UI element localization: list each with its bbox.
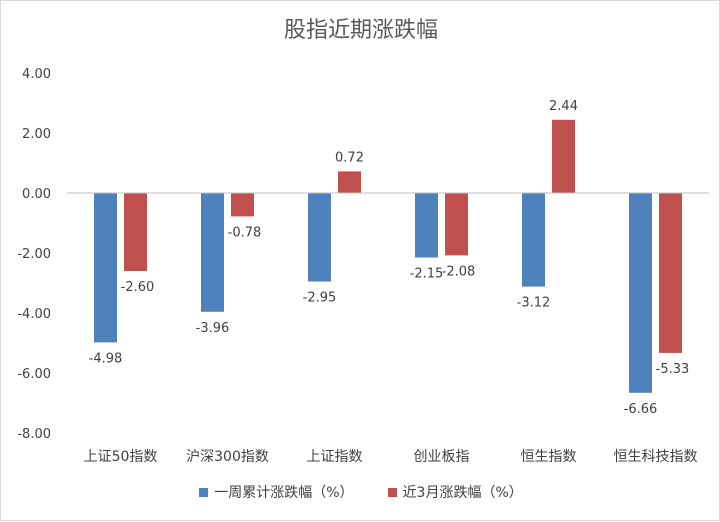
legend-label-3month: 近3月涨跌幅（%） bbox=[402, 485, 523, 501]
x-tick-label-1: 沪深300指数 bbox=[186, 449, 269, 465]
legend-item-3month: 近3月涨跌幅（%） bbox=[387, 482, 523, 502]
bar-3month-0 bbox=[124, 193, 147, 271]
y-tick-label-1: 2.00 bbox=[22, 127, 51, 142]
legend-label-weekly: 一周累计涨跌幅（%） bbox=[214, 485, 354, 501]
y-tick-label-4: -4.00 bbox=[17, 307, 51, 322]
y-tick-label-2: 0.00 bbox=[22, 187, 51, 202]
bar-3month-2 bbox=[338, 171, 361, 193]
bar-3month-5 bbox=[659, 193, 682, 353]
bar-series-group: -4.98 -2.60 -3.96 -0.78 -2.95 0.72 -2.15-2.08 -… bbox=[89, 99, 690, 417]
legend-swatch-weekly bbox=[199, 487, 209, 497]
data-label-3month-5: -5.33 bbox=[656, 362, 690, 377]
data-label-3month-1: -0.78 bbox=[228, 225, 262, 240]
bar-weekly-5 bbox=[629, 193, 652, 393]
x-tick-label-0: 上证50指数 bbox=[84, 449, 158, 465]
x-tick-label-2: 上证指数 bbox=[307, 449, 363, 465]
legend: 一周累计涨跌幅（%） 近3月涨跌幅（%） bbox=[1, 482, 720, 502]
x-tick-label-5: 恒生科技指数 bbox=[614, 449, 698, 465]
bar-weekly-0 bbox=[94, 193, 117, 343]
y-tick-label-5: -6.00 bbox=[17, 367, 51, 382]
bar-weekly-2 bbox=[308, 193, 331, 282]
bar-weekly-3 bbox=[415, 193, 438, 258]
data-label-3month-3: -2.08 bbox=[442, 264, 476, 279]
bar-3month-3 bbox=[445, 193, 468, 256]
data-label-3month-4: 2.44 bbox=[549, 99, 578, 114]
bar-3month-1 bbox=[231, 193, 254, 217]
data-label-3month-0: -2.60 bbox=[121, 280, 155, 295]
data-label-weekly-5: -6.66 bbox=[624, 402, 658, 417]
y-tick-label-3: -2.00 bbox=[17, 247, 51, 262]
y-tick-label-6: -8.00 bbox=[17, 427, 51, 442]
data-label-weekly-1: -3.96 bbox=[196, 321, 230, 336]
chart-title: 股指近期涨跌幅 bbox=[284, 18, 438, 43]
data-label-weekly-2: -2.95 bbox=[303, 291, 337, 306]
bar-3month-4 bbox=[552, 119, 575, 193]
x-tick-label-3: 创业板指 bbox=[414, 449, 470, 465]
legend-item-weekly: 一周累计涨跌幅（%） bbox=[199, 482, 354, 502]
y-tick-label-0: 4.00 bbox=[22, 67, 51, 82]
data-label-3month-2: 0.72 bbox=[335, 150, 364, 165]
bar-weekly-4 bbox=[522, 193, 545, 287]
x-axis: 上证50指数 沪深300指数 上证指数 创业板指 恒生指数 恒生科技指数 bbox=[84, 449, 698, 465]
legend-swatch-3month bbox=[387, 487, 397, 497]
bar-weekly-1 bbox=[201, 193, 224, 312]
y-axis: 4.00 2.00 0.00 -2.00 -4.00 -6.00 -8.00 bbox=[17, 67, 51, 442]
data-label-weekly-0: -4.98 bbox=[89, 351, 123, 366]
data-label-weekly-4: -3.12 bbox=[517, 296, 551, 311]
x-tick-label-4: 恒生指数 bbox=[521, 449, 577, 465]
data-label-weekly-3: -2.15 bbox=[410, 267, 444, 282]
